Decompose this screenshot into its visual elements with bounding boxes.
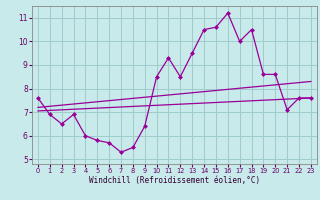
- X-axis label: Windchill (Refroidissement éolien,°C): Windchill (Refroidissement éolien,°C): [89, 176, 260, 185]
